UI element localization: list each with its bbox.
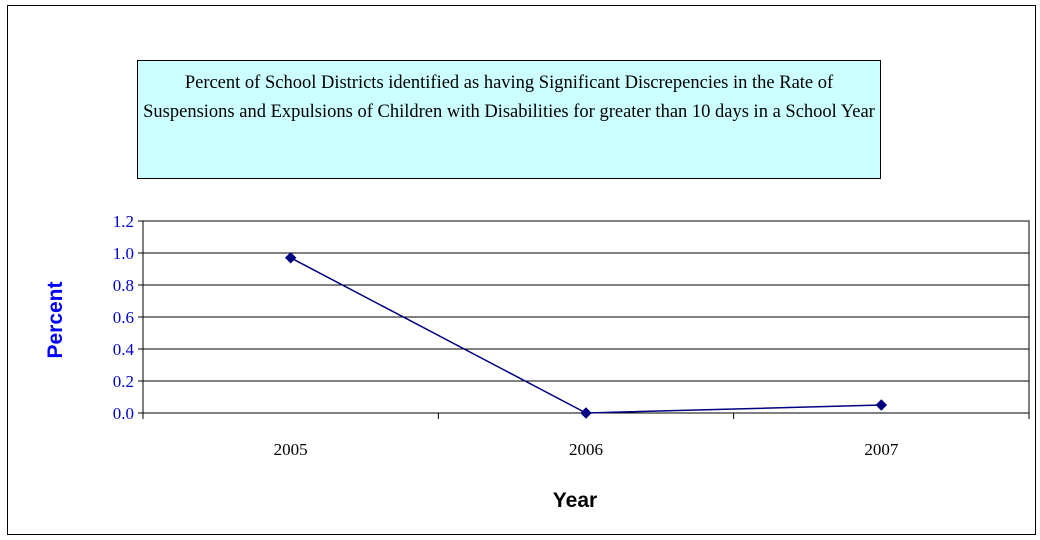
y-axis: 0.0 0.2 0.4 0.6 0.8 1.0 1.2 <box>113 212 143 423</box>
y-tick-label: 0.4 <box>113 340 135 359</box>
chart-title: Percent of School Districts identified a… <box>137 60 881 179</box>
y-axis-title: Percent <box>44 281 67 358</box>
gridlines <box>143 220 1029 414</box>
x-tick-label: 2007 <box>864 440 899 459</box>
x-axis: 2005 2006 2007 <box>142 413 1030 459</box>
data-point <box>875 399 888 411</box>
x-tick-label: 2005 <box>274 440 308 459</box>
x-axis-title: Year <box>553 489 597 512</box>
y-tick-label: 0.2 <box>113 372 134 391</box>
data-point <box>580 407 592 419</box>
series-line <box>290 257 882 414</box>
y-tick-label: 0.0 <box>113 404 134 423</box>
y-tick-label: 1.2 <box>113 212 134 231</box>
data-point <box>284 252 297 264</box>
x-tick-label: 2006 <box>569 440 603 459</box>
y-tick-label: 0.6 <box>113 308 134 327</box>
data-series <box>284 252 888 419</box>
y-tick-label: 1.0 <box>113 244 134 263</box>
y-tick-label: 0.8 <box>113 276 134 295</box>
